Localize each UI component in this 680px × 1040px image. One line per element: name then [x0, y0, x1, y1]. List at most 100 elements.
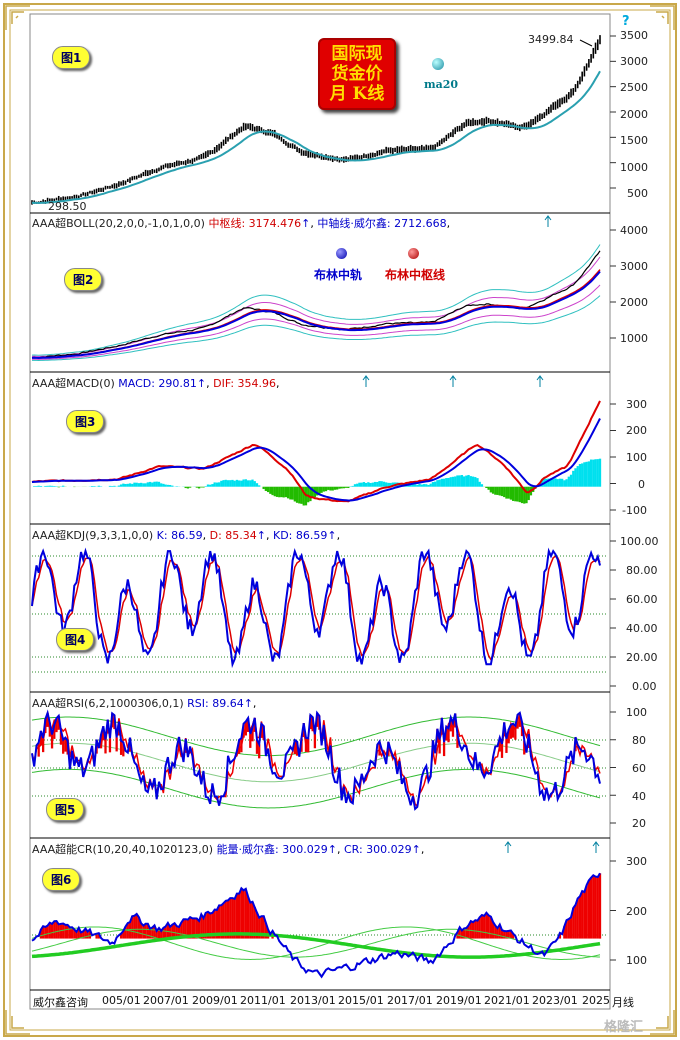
blue-dot-icon [336, 248, 347, 259]
help-marker-icon[interactable]: ? [622, 14, 630, 29]
p4-arrow: ↑ [327, 529, 337, 542]
p5-rsi-value: RSI: 89.64 [187, 697, 244, 710]
p2-comma: , [310, 217, 314, 230]
date-label: 2007/01 [143, 994, 189, 1007]
p5-indicator-name: AAA超RSI(6,2,1000306,0,1) [32, 697, 184, 710]
up-arrow-icon [536, 375, 544, 387]
p4-header: AAA超KDJ(9,3,3,1,0,0) K: 86.59, D: 85.34 ↑… [32, 527, 340, 543]
p5-ytick: 80 [632, 734, 646, 747]
p2-ytick: 2000 [620, 296, 648, 309]
p6-header: AAA超能CR(10,20,40,1020123,0) 能量·威尔鑫: 300.… [32, 841, 424, 857]
date-label: 2021/01 [484, 994, 530, 1007]
corner-ornaments [5, 5, 675, 1035]
badge-panel-3: 图3 [66, 410, 105, 433]
series-layer [31, 35, 610, 1010]
boll-upper-band [31, 244, 601, 356]
p6-comma: , [420, 843, 425, 856]
p3-indicator-name: AAA超MACD(0) [32, 377, 115, 390]
badge-panel-5: 图5 [46, 798, 85, 821]
date-label: 2023/01 [532, 994, 578, 1007]
low-price-label: 298.50 [48, 200, 87, 213]
p3-ytick: -100 [622, 504, 647, 517]
p2-axis-value: 中轴线·威尔鑫: 2712.668 [317, 217, 447, 230]
p3-ytick: 200 [626, 424, 647, 437]
badge-panel-4: 图4 [56, 628, 95, 651]
p2-arrow: ↑ [301, 217, 311, 230]
p6-arrow: ↑ [411, 843, 421, 856]
p4-comma: , [265, 529, 270, 542]
p4-ytick: 100.00 [620, 535, 659, 548]
p5-ytick: 60 [632, 762, 646, 775]
p2-indicator-name: AAA超BOLL(20,2,0,0,-1,0,1,0,0) [32, 217, 205, 230]
macd-line [31, 418, 601, 502]
up-arrow-icon [449, 375, 457, 387]
p6-ytick: 100 [626, 954, 647, 967]
cr-line [31, 872, 601, 979]
date-label: 2025 [582, 994, 610, 1007]
rsi-envelope-lower [31, 768, 601, 809]
last-price-pointer [579, 39, 593, 47]
p1-ytick: 1000 [620, 161, 648, 174]
cr-ma-20 [31, 928, 600, 958]
p4-ytick: 0.00 [632, 680, 657, 693]
legend-boll-center: 布林中枢线 [385, 268, 446, 282]
p4-k-value: K: 86.59 [156, 529, 203, 542]
p1-ytick: 3500 [620, 29, 648, 42]
date-label: 2017/01 [387, 994, 433, 1007]
p3-macd-value: MACD: 290.81 [118, 377, 197, 390]
p2-ytick: 3000 [620, 260, 648, 273]
kdj-d-line [31, 554, 601, 661]
boll-mid-line [31, 270, 601, 360]
title-line-3: 月 K线 [329, 84, 385, 104]
up-arrow-icon [592, 841, 600, 853]
p5-comma: , [252, 697, 257, 710]
p2-ytick: 4000 [620, 224, 648, 237]
boll-lower-band [32, 295, 601, 362]
p1-ytick: 3000 [620, 55, 648, 68]
rsi-envelope-upper [31, 716, 601, 757]
p4-ytick: 20.00 [626, 651, 658, 664]
title-line-2: 货金价 [331, 64, 383, 84]
p3-comma: , [276, 377, 280, 390]
watermark: 格隆汇 [604, 1020, 644, 1035]
ma20-line [31, 70, 601, 205]
date-label: 2009/01 [192, 994, 238, 1007]
ma20-dot-icon [432, 58, 444, 70]
p2-ytick: 1000 [620, 332, 648, 345]
date-label: 2013/01 [290, 994, 336, 1007]
p6-energy-value: 能量·威尔鑫: 300.029 [216, 843, 328, 856]
date-label: 005/01 [102, 994, 141, 1007]
p4-ytick: 60.00 [626, 593, 658, 606]
p5-ytick: 100 [626, 706, 647, 719]
date-label: 2019/01 [436, 994, 482, 1007]
p3-ytick: 100 [626, 451, 647, 464]
ma20-label: ma20 [424, 78, 459, 91]
p1-ytick: 2000 [620, 108, 648, 121]
badge-panel-2: 图2 [64, 268, 103, 291]
p3-arrow: ↑ [196, 377, 207, 390]
period-label: 月线 [612, 996, 634, 1009]
p1-ytick: 1500 [620, 134, 648, 147]
p6-ytick: 200 [626, 905, 647, 918]
date-label: 2011/01 [240, 994, 286, 1007]
p4-comma: , [336, 529, 341, 542]
p4-indicator-name: AAA超KDJ(9,3,3,1,0,0) [32, 529, 154, 542]
p5-ytick: 40 [632, 790, 646, 803]
panel-separators [30, 212, 610, 991]
up-arrow-icon [504, 841, 512, 853]
axis-ticks [610, 35, 616, 961]
p1-ytick: 500 [627, 187, 648, 200]
up-arrow-icon [544, 215, 552, 227]
p1-ytick: 2500 [620, 81, 648, 94]
up-arrow-icon [362, 375, 370, 387]
p4-ytick: 80.00 [626, 564, 658, 577]
p5-header: AAA超RSI(6,2,1000306,0,1) RSI: 89.64↑, [32, 695, 256, 711]
p6-ytick: 300 [626, 855, 647, 868]
p4-ytick: 40.00 [626, 622, 658, 635]
p3-dif-value: DIF: 354.96 [213, 377, 277, 390]
p4-d-value: D: 85.34 [209, 529, 257, 542]
rsi-line [31, 709, 601, 811]
p2-center-value: 中枢线: 3174.476 [208, 217, 302, 230]
cr-ma-40 [31, 932, 601, 959]
red-dot-icon [408, 248, 419, 259]
